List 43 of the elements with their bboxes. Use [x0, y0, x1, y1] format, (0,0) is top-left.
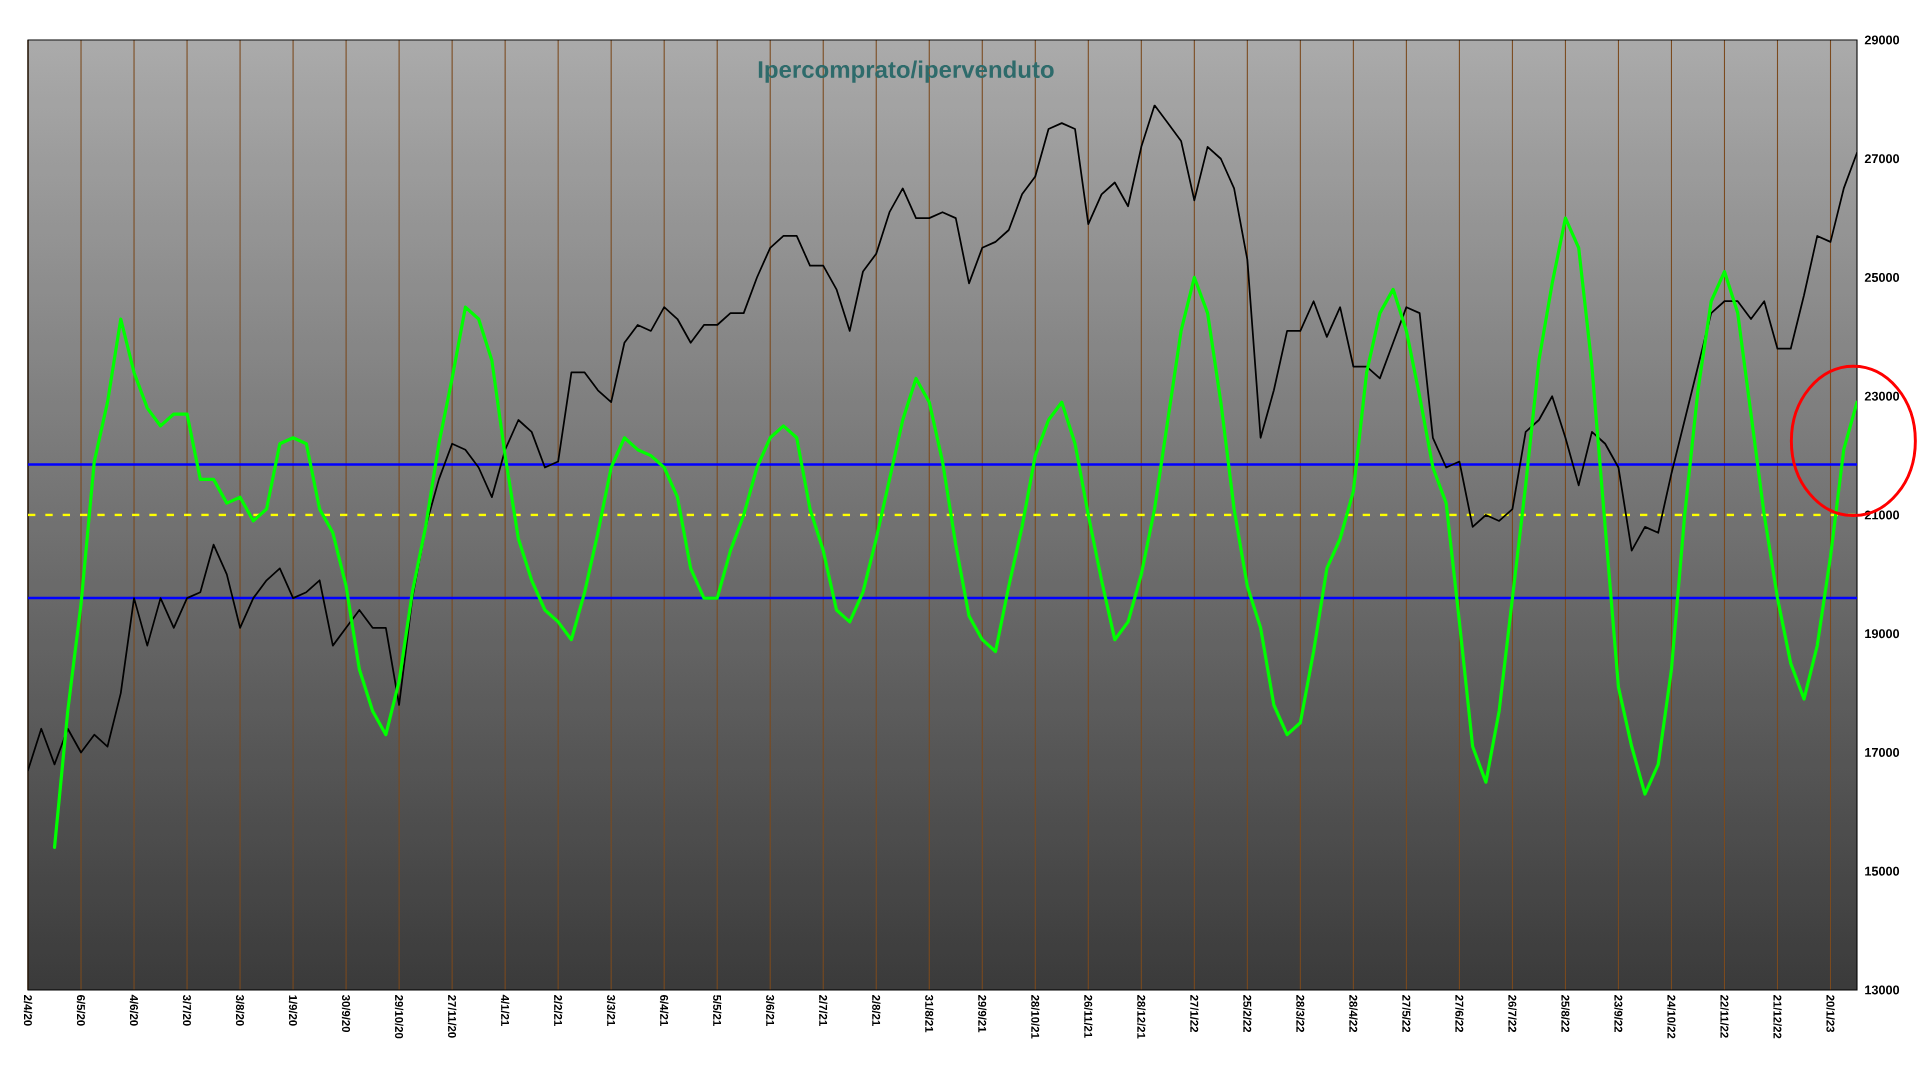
x-tick-label: 28/12/21 [1137, 995, 1146, 1039]
x-tick-label: 21/12/22 [1773, 995, 1782, 1039]
x-tick-label: 25/2/22 [1243, 995, 1252, 1033]
x-tick-label: 2/7/21 [819, 995, 828, 1026]
y-tick-label: 25000 [1864, 273, 1900, 282]
x-tick-label: 3/8/20 [235, 994, 245, 1026]
x-tick-label: 3/7/20 [182, 994, 192, 1026]
x-tick-label: 29/10/20 [394, 995, 404, 1039]
x-tick-label: 3/6/21 [765, 994, 775, 1026]
x-tick-label: 20/1/23 [1826, 995, 1835, 1033]
y-tick-label: 23000 [1864, 391, 1900, 401]
x-tick-label: 26/7/22 [1508, 995, 1517, 1033]
y-tick-label: 15000 [1865, 866, 1900, 876]
y-tick-label: 29000 [1864, 35, 1900, 45]
y-tick-label: 27000 [1864, 154, 1900, 164]
x-tick-label: 6/4/21 [659, 995, 669, 1026]
y-tick-label: 17000 [1865, 748, 1900, 757]
x-tick-label: 22/11/22 [1720, 995, 1729, 1038]
x-tick-label: 23/9/22 [1614, 995, 1623, 1033]
x-tick-label: 1/9/20 [288, 995, 298, 1026]
x-tick-label: 30/9/20 [341, 994, 351, 1033]
x-tick-label: 27/1/22 [1190, 995, 1199, 1033]
x-tick-label: 28/4/22 [1349, 995, 1358, 1033]
x-tick-label: 27/6/22 [1455, 995, 1464, 1033]
x-tick-label: 31/8/21 [925, 994, 934, 1033]
x-tick-label: 4/1/21 [500, 994, 510, 1026]
x-tick-label: 2/2/21 [553, 995, 563, 1026]
x-tick-label: 27/5/22 [1402, 995, 1411, 1033]
x-tick-label: 2/8/21 [872, 995, 881, 1026]
y-tick-label: 13000 [1865, 985, 1900, 995]
x-tick-label: 4/6/20 [129, 994, 139, 1026]
x-tick-label: 28/10/21 [1031, 995, 1040, 1039]
x-tick-label: 6/5/20 [76, 995, 86, 1026]
x-tick-label: 26/11/21 [1084, 995, 1093, 1038]
x-tick-label: 25/8/22 [1561, 995, 1570, 1033]
x-tick-label: 28/3/22 [1296, 995, 1305, 1033]
x-tick-label: 3/3/21 [606, 994, 616, 1026]
x-tick-label: 29/9/21 [978, 995, 987, 1033]
x-tick-label: 5/5/21 [712, 995, 722, 1026]
x-tick-label: 24/10/22 [1667, 995, 1676, 1039]
x-tick-label: 2/4/20 [23, 995, 33, 1026]
x-tick-label: 27/11/20 [447, 995, 457, 1038]
y-tick-label: 19000 [1865, 629, 1900, 639]
